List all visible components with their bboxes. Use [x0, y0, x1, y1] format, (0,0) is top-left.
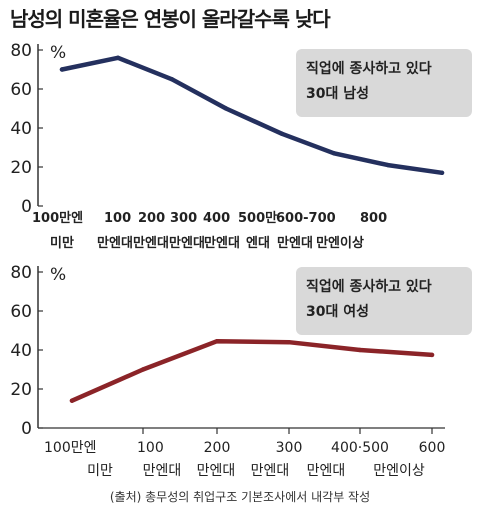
x-category-label: 500만: [238, 210, 277, 226]
x-category-sublabel: 만엔대: [133, 235, 169, 251]
x-category-label: 100만엔: [32, 210, 83, 226]
chart-title: 남성의 미혼율은 연봉이 올라갈수록 낮다: [10, 7, 331, 31]
x-category-label: 600: [419, 440, 446, 456]
source-note: (출처) 총무성의 취업구조 기본조사에서 내각부 작성: [110, 490, 370, 504]
y-tick-label: 60: [10, 80, 32, 100]
data-point: [223, 106, 229, 111]
x-category-sublabel: 미만: [87, 463, 113, 479]
series-line: [59, 55, 445, 176]
x-category-sublabel: 만엔대: [251, 463, 290, 479]
x-category-sublabel: 만엔대: [277, 235, 313, 251]
y-axis-unit: %: [50, 265, 66, 285]
x-category-label: 100만엔: [44, 440, 96, 456]
x-category-sublabel: 만엔대: [307, 463, 346, 479]
annotation-line-2: 30대 여성: [306, 303, 369, 320]
data-point: [385, 162, 391, 168]
x-category-label: 400: [203, 211, 230, 226]
annotation-line-2: 30대 남성: [306, 85, 369, 102]
x-category-sublabel: 만엔대: [143, 463, 182, 479]
y-tick-label: 80: [10, 41, 32, 61]
x-category-label: 200: [138, 211, 165, 226]
y-tick-label: 40: [10, 119, 32, 139]
x-category-label: 400·500: [331, 440, 389, 456]
series-line: [69, 338, 435, 403]
x-category-label: 100: [104, 211, 131, 226]
x-category-sublabel: 만엔대: [169, 235, 205, 251]
y-axis-unit: %: [50, 43, 66, 63]
chart-women: 직업에 종사하고 있다 30대 여성 % 0 20 40 60 80 100만엔 100 2…: [10, 263, 472, 479]
x-category-label: 200: [204, 440, 231, 456]
data-point: [439, 170, 445, 175]
x-category-sublabel: 엔대: [246, 235, 270, 251]
x-category-sublabel: 미만: [50, 235, 74, 251]
data-point: [279, 131, 285, 136]
source-area: (출처) 총무성의 취업구조 기본조사에서 내각부 작성: [110, 490, 370, 504]
x-category-label: 300: [170, 211, 197, 226]
annotation-line-1: 직업에 종사하고 있다: [306, 60, 432, 77]
y-tick-label: 60: [10, 302, 32, 322]
data-point: [286, 340, 292, 345]
x-category-sublabel: 만엔대: [197, 463, 236, 479]
y-tick-label: 80: [10, 263, 32, 283]
x-category-label: 800: [360, 211, 387, 226]
x-category-label: 600-700: [276, 211, 336, 226]
annotation-box-women: [296, 267, 472, 335]
y-tick-label: 20: [10, 158, 32, 178]
data-point: [214, 339, 220, 344]
y-tick-label: 0: [21, 197, 32, 217]
annotation-box-men: [296, 49, 472, 117]
data-point: [331, 151, 337, 156]
data-point: [140, 367, 146, 372]
data-point: [59, 67, 65, 72]
annotation-line-1: 직업에 종사하고 있다: [306, 278, 432, 295]
x-category-sublabel: 만엔이상: [316, 235, 364, 251]
x-category-sublabel: 만엔대: [204, 235, 240, 251]
data-point: [115, 55, 121, 60]
y-tick-label: 20: [10, 380, 32, 400]
y-tick-label: 0: [21, 419, 32, 439]
data-point: [429, 352, 435, 358]
x-category-label: 300: [276, 440, 303, 456]
x-category-sublabel: 만엔대: [97, 235, 133, 251]
data-point: [169, 77, 175, 82]
x-category-sublabel: 만엔이상: [373, 463, 425, 479]
y-tick-label: 40: [10, 341, 32, 361]
chart-men: 직업에 종사하고 있다 30대 남성 % 0 20 40 60 80 100만엔 100 2…: [10, 41, 472, 251]
data-point: [357, 347, 363, 353]
x-category-label: 100: [137, 440, 164, 456]
data-point: [69, 398, 75, 403]
